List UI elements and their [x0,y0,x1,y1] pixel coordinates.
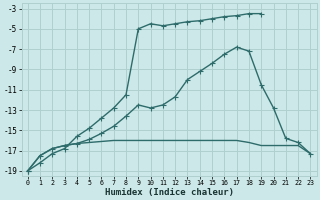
X-axis label: Humidex (Indice chaleur): Humidex (Indice chaleur) [105,188,234,197]
